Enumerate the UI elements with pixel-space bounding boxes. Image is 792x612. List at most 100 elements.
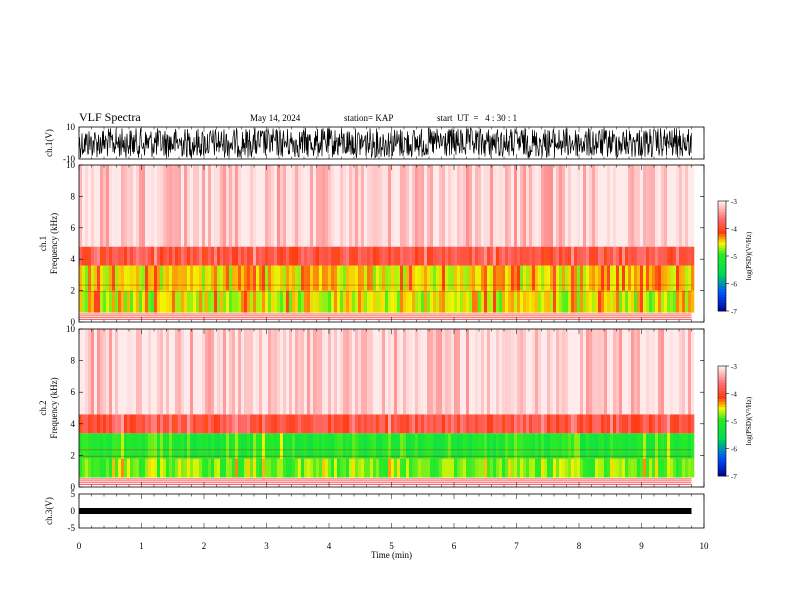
spectral-cell bbox=[190, 414, 194, 434]
spectral-cell bbox=[184, 265, 188, 291]
spectral-cell bbox=[169, 265, 173, 291]
spectral-cell bbox=[79, 458, 83, 478]
spectral-cell bbox=[157, 458, 161, 478]
spectral-cell bbox=[175, 329, 179, 415]
spectral-cell bbox=[364, 329, 368, 415]
spectral-cell bbox=[634, 265, 638, 291]
spectral-cell bbox=[385, 265, 389, 291]
spectral-cell bbox=[499, 433, 503, 459]
spectral-cell bbox=[640, 329, 644, 415]
spectral-cell bbox=[652, 329, 656, 415]
spectral-cell bbox=[115, 433, 119, 459]
date-label: May 14, 2024 bbox=[250, 113, 301, 123]
spectral-cell bbox=[532, 290, 536, 313]
spectral-cell bbox=[226, 329, 230, 415]
spectral-cell bbox=[550, 290, 554, 313]
spectral-cell bbox=[94, 165, 98, 247]
spectral-cell bbox=[577, 290, 581, 313]
spectral-cell bbox=[433, 265, 437, 291]
spectral-cell bbox=[238, 290, 242, 313]
colorbar-segment bbox=[718, 280, 726, 284]
spectral-cell bbox=[679, 433, 683, 459]
spectral-cell bbox=[394, 433, 398, 459]
spectral-cell bbox=[673, 329, 677, 415]
spectral-cell bbox=[682, 246, 686, 266]
spectral-cell bbox=[673, 265, 677, 291]
spectral-cell bbox=[634, 165, 638, 247]
spectral-cell bbox=[412, 414, 416, 434]
spectral-cell bbox=[577, 458, 581, 478]
spectral-cell bbox=[478, 290, 482, 313]
ch1-spectrogram-ytick-label: 10 bbox=[66, 160, 76, 170]
spectral-cell bbox=[583, 433, 587, 459]
spectral-cell bbox=[436, 246, 440, 266]
spectral-cell bbox=[283, 265, 287, 291]
spectral-cell bbox=[370, 165, 374, 247]
spectral-cell bbox=[508, 290, 512, 313]
spectral-cell bbox=[418, 414, 422, 434]
spectral-cell bbox=[415, 165, 419, 247]
spectral-cell bbox=[340, 458, 344, 478]
spectral-cell bbox=[451, 329, 455, 415]
spectral-cell bbox=[274, 165, 278, 247]
spectral-cell bbox=[178, 329, 182, 415]
spectral-cell bbox=[592, 165, 596, 247]
spectral-cell bbox=[373, 265, 377, 291]
spectral-cell bbox=[553, 329, 557, 415]
spectral-cell bbox=[571, 414, 575, 434]
spectral-cell bbox=[181, 246, 185, 266]
spectral-cell bbox=[463, 433, 467, 459]
colorbar-segment bbox=[718, 390, 726, 394]
spectral-cell bbox=[304, 458, 308, 478]
spectral-cell bbox=[91, 290, 95, 313]
spectral-cell bbox=[289, 290, 293, 313]
spectral-cell bbox=[307, 414, 311, 434]
spectral-cell bbox=[109, 265, 113, 291]
spectral-cell bbox=[142, 433, 146, 459]
spectral-cell bbox=[580, 246, 584, 266]
spectral-cell bbox=[127, 433, 131, 459]
spectral-cell bbox=[559, 329, 563, 415]
spectral-cell bbox=[550, 458, 554, 478]
colorbar-tick-label: -3 bbox=[731, 198, 737, 206]
spectral-cell bbox=[598, 329, 602, 415]
spectral-cell bbox=[568, 414, 572, 434]
spectral-cell bbox=[250, 414, 254, 434]
spectral-cell bbox=[580, 433, 584, 459]
spectral-cell bbox=[79, 433, 83, 459]
spectral-cell bbox=[175, 246, 179, 266]
spectral-cell bbox=[526, 414, 530, 434]
spectral-cell bbox=[544, 246, 548, 266]
spectral-cell bbox=[628, 433, 632, 459]
spectral-cell bbox=[466, 329, 470, 415]
spectral-cell bbox=[154, 414, 158, 434]
spectral-cell bbox=[370, 433, 374, 459]
spectral-cell bbox=[172, 329, 176, 415]
spectral-cell bbox=[283, 246, 287, 266]
spectral-cell bbox=[328, 265, 332, 291]
spectral-cell bbox=[169, 414, 173, 434]
spectral-cell bbox=[625, 458, 629, 478]
spectral-cell bbox=[610, 414, 614, 434]
spectral-cell bbox=[196, 433, 200, 459]
spectral-cell bbox=[379, 433, 383, 459]
spectral-cell bbox=[664, 290, 668, 313]
spectral-cell bbox=[199, 265, 203, 291]
spectral-cell bbox=[226, 246, 230, 266]
spectral-cell bbox=[508, 433, 512, 459]
spectral-cell bbox=[331, 246, 335, 266]
spectral-cell bbox=[355, 290, 359, 313]
spectral-cell bbox=[313, 165, 317, 247]
spectral-cell bbox=[385, 329, 389, 415]
spectral-cell bbox=[586, 165, 590, 247]
spectral-cell bbox=[676, 265, 680, 291]
spectral-cell bbox=[205, 290, 209, 313]
spectral-cell bbox=[103, 265, 107, 291]
spectral-cell bbox=[658, 329, 662, 415]
spectral-cell bbox=[382, 433, 386, 459]
spectral-cell bbox=[517, 246, 521, 266]
spectral-cell bbox=[616, 414, 620, 434]
spectral-cell bbox=[517, 290, 521, 313]
spectral-cell bbox=[106, 458, 110, 478]
spectral-cell bbox=[619, 290, 623, 313]
